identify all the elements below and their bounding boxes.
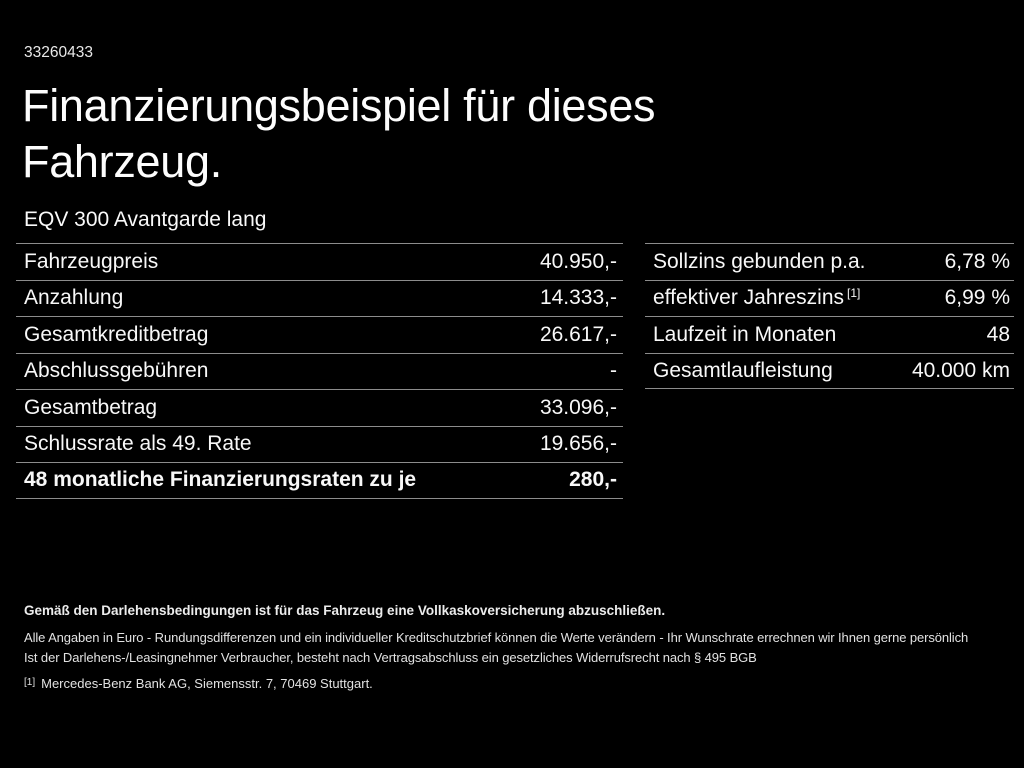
row-value: 26.617,- — [539, 322, 617, 346]
vehicle-name: EQV 300 Avantgarde lang — [24, 208, 267, 231]
table-row-fahrzeugpreis: Fahrzeugpreis 40.950,- — [16, 243, 623, 280]
row-value: 14.333,- — [539, 286, 617, 310]
row-label: effektiver Jahreszins [1] — [653, 286, 861, 310]
document-id: 33260433 — [24, 44, 93, 61]
row-label: Gesamtkreditbetrag — [24, 322, 209, 346]
conditions-table: Sollzins gebunden p.a. 6,78 % effektiver… — [645, 243, 1014, 389]
row-label: Sollzins gebunden p.a. — [653, 249, 866, 273]
row-label: Gesamtbetrag — [24, 395, 158, 419]
table-row-sollzins: Sollzins gebunden p.a. 6,78 % — [645, 243, 1014, 280]
row-value: 19.656,- — [539, 432, 617, 456]
row-label: Laufzeit in Monaten — [653, 322, 837, 346]
row-value: 6,99 % — [944, 286, 1010, 310]
table-row-laufzeit: Laufzeit in Monaten 48 — [645, 316, 1014, 353]
row-value: 33.096,- — [539, 395, 617, 419]
financing-table: Fahrzeugpreis 40.950,- Anzahlung 14.333,… — [16, 243, 623, 499]
insurance-note: Gemäß den Darlehensbedingungen ist für d… — [24, 603, 666, 618]
row-value: 6,78 % — [944, 249, 1010, 273]
row-label: Fahrzeugpreis — [24, 249, 159, 273]
table-row-gesamtlaufleistung: Gesamtlaufleistung 40.000 km — [645, 352, 1014, 389]
row-value: - — [610, 359, 617, 383]
row-label: Schlussrate als 49. Rate — [24, 432, 252, 456]
footnote-text: Mercedes-Benz Bank AG, Siemensstr. 7, 70… — [41, 676, 373, 691]
table-row-abschlussgebuehren: Abschlussgebühren - — [16, 352, 623, 390]
table-row-gesamtkreditbetrag: Gesamtkreditbetrag 26.617,- — [16, 316, 623, 353]
footnote-ref: [1] — [847, 286, 861, 301]
row-value: 48 — [986, 322, 1010, 346]
disclaimer-line-2: Ist der Darlehens-/Leasingnehmer Verbrau… — [24, 649, 757, 665]
table-row-gesamtbetrag: Gesamtbetrag 33.096,- — [16, 389, 623, 426]
table-row-anzahlung: Anzahlung 14.333,- — [16, 279, 623, 317]
table-row-effektiver-jahreszins: effektiver Jahreszins [1] 6,99 % — [645, 279, 1014, 317]
footnote: [1] Mercedes-Benz Bank AG, Siemensstr. 7,… — [24, 673, 1014, 693]
row-label: Anzahlung — [24, 286, 124, 310]
row-value: 40.000 km — [911, 358, 1010, 382]
row-label: Gesamtlaufleistung — [653, 358, 833, 382]
footnote-marker: [1] — [24, 677, 36, 688]
disclaimer-line-1: Alle Angaben in Euro - Rundungsdifferenz… — [24, 630, 969, 645]
page-title: Finanzierungsbeispiel für dieses Fahrzeu… — [22, 78, 656, 190]
row-label: Abschlussgebühren — [24, 359, 209, 383]
page-title-line-2: Fahrzeug. — [22, 136, 222, 187]
row-label: 48 monatliche Finanzierungsraten zu je — [24, 468, 417, 492]
table-row-schlussrate: Schlussrate als 49. Rate 19.656,- — [16, 425, 623, 463]
table-row-monatsrate: 48 monatliche Finanzierungsraten zu je 2… — [16, 462, 623, 499]
row-value: 40.950,- — [539, 249, 617, 273]
page-title-line-1: Finanzierungsbeispiel für dieses — [22, 80, 656, 131]
legal-footer: Gemäß den Darlehensbedingungen ist für d… — [24, 601, 1014, 693]
row-value: 280,- — [569, 468, 617, 492]
